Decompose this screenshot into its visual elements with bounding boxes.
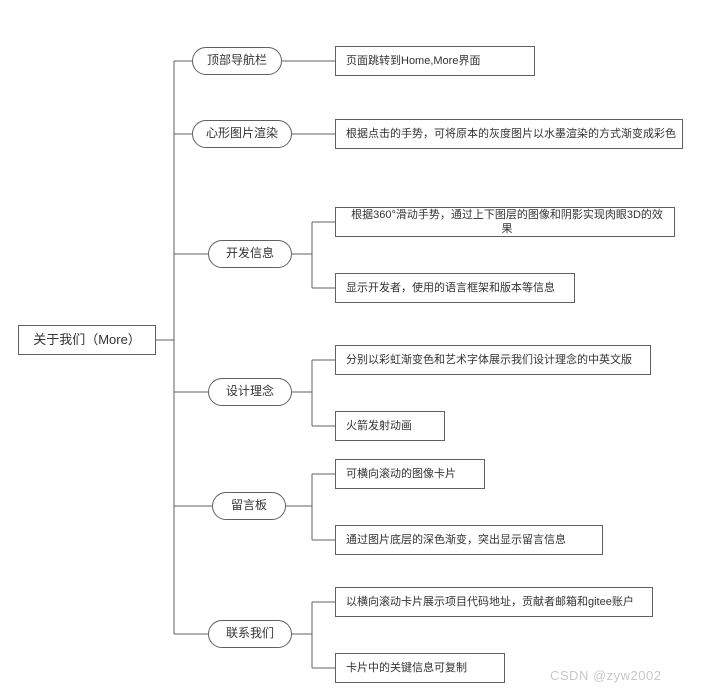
leaf-node-dev-2: 显示开发者，使用的语言框架和版本等信息 [335,273,575,303]
leaf-node-contact-1: 以横向滚动卡片展示项目代码地址，贡献者邮箱和gitee账户 [335,587,653,617]
mid-node-dev: 开发信息 [208,240,292,268]
root-node: 关于我们（More） [18,325,156,355]
mid-node-contact: 联系我们 [208,620,292,648]
mid-node-board: 留言板 [212,492,286,520]
mid-node-heart: 心形图片渲染 [192,120,292,148]
leaf-node-board-2: 通过图片底层的深色渐变，突出显示留言信息 [335,525,603,555]
leaf-node-design-2: 火箭发射动画 [335,411,445,441]
leaf-node-contact-2: 卡片中的关键信息可复制 [335,653,505,683]
mid-node-design: 设计理念 [208,378,292,406]
diagram-canvas: 关于我们（More） 顶部导航栏 心形图片渲染 开发信息 设计理念 留言板 联系… [0,0,704,691]
mid-node-nav: 顶部导航栏 [192,47,282,75]
leaf-node-design-1: 分别以彩虹渐变色和艺术字体展示我们设计理念的中英文版 [335,345,651,375]
leaf-node-heart-1: 根据点击的手势，可将原本的灰度图片以水墨渲染的方式渐变成彩色 [335,119,683,149]
leaf-node-nav-1: 页面跳转到Home,More界面 [335,46,535,76]
leaf-node-board-1: 可横向滚动的图像卡片 [335,459,485,489]
watermark-text: CSDN @zyw2002 [550,668,661,683]
leaf-node-dev-1: 根据360°滑动手势，通过上下图层的图像和阴影实现肉眼3D的效果 [335,207,675,237]
